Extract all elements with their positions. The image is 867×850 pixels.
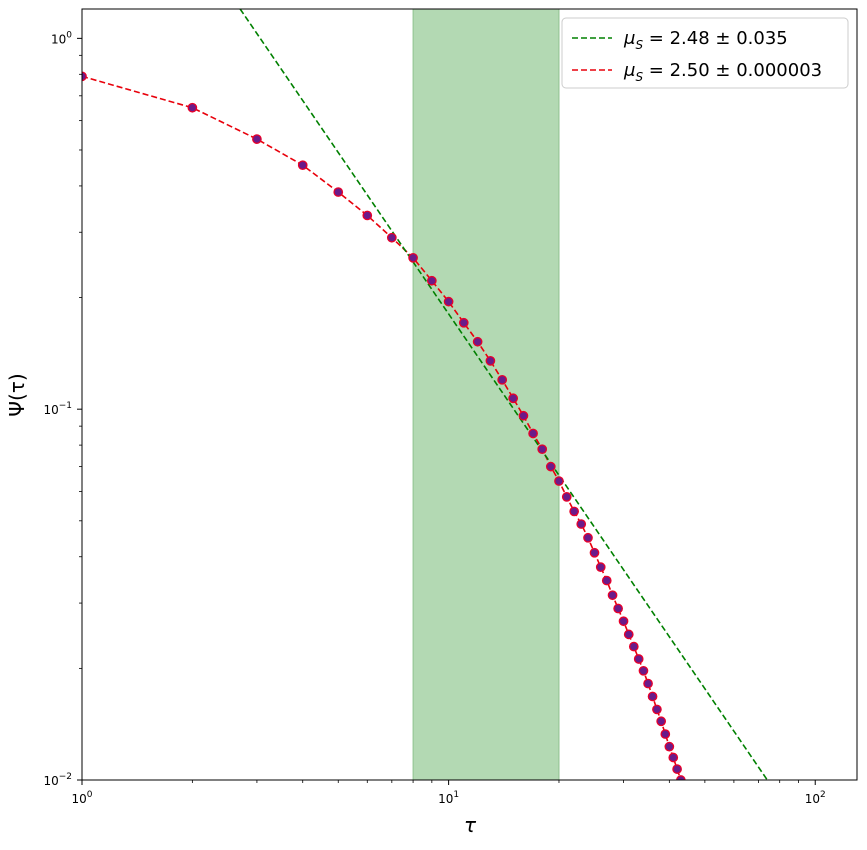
legend-box — [561, 17, 849, 89]
legend-label: μS = 2.48 ± 0.035 — [623, 28, 788, 52]
data-point — [668, 752, 679, 763]
data-point — [656, 716, 667, 727]
x-tick-label: 100 — [71, 790, 92, 806]
data-point — [672, 764, 682, 774]
data-point — [187, 102, 198, 113]
data-point — [628, 641, 639, 652]
data-point — [528, 428, 538, 439]
data-point — [485, 356, 496, 366]
data-point — [664, 741, 675, 752]
x-axis-label: τ — [464, 813, 477, 837]
data-point — [569, 506, 580, 517]
data-point — [561, 492, 572, 502]
data-point — [607, 590, 618, 601]
plot-area — [82, 9, 768, 780]
y-axis-label: Ψ(τ) — [5, 373, 29, 416]
data-point — [252, 134, 262, 144]
data-point — [458, 317, 469, 328]
data-point — [545, 461, 556, 472]
data-point — [647, 691, 658, 702]
data-point — [660, 729, 671, 739]
data-point — [333, 187, 344, 197]
legend-label: μS = 2.50 ± 0.000003 — [623, 60, 822, 84]
data-point — [518, 410, 529, 421]
data-point — [613, 603, 623, 614]
data-point — [583, 532, 593, 543]
data-point — [386, 232, 397, 243]
data-point — [576, 519, 587, 529]
data-point — [537, 444, 548, 455]
axes-frame — [81, 8, 858, 781]
data-point — [595, 562, 606, 572]
data-point — [633, 654, 644, 664]
data-point — [601, 575, 612, 586]
data-point — [652, 704, 662, 715]
y-tick-label: 10−2 — [43, 772, 72, 788]
data-point — [443, 296, 454, 307]
y-tick-label: 100 — [51, 30, 72, 46]
data-point — [638, 665, 649, 676]
data-point — [408, 252, 418, 263]
y-tick-label: 10−1 — [43, 401, 72, 417]
data-point — [497, 374, 508, 385]
data-point — [643, 678, 653, 689]
fit-line-2 — [239, 9, 768, 780]
axes: 100 101 102 10−2 10−1 100 — [43, 8, 858, 806]
data-point — [618, 616, 629, 627]
data-point — [297, 160, 308, 171]
data-point — [472, 336, 483, 347]
data-point — [623, 629, 634, 640]
data-point — [426, 275, 437, 286]
data-point — [589, 547, 600, 558]
shaded-fit-region — [412, 9, 560, 780]
data-point — [554, 476, 564, 486]
data-point — [362, 210, 373, 221]
legend: μS = 2.48 ± 0.035 μS = 2.50 ± 0.000003 — [561, 17, 849, 89]
x-tick-label: 102 — [805, 790, 826, 806]
data-point — [508, 393, 519, 404]
x-tick-label: 101 — [438, 790, 459, 806]
